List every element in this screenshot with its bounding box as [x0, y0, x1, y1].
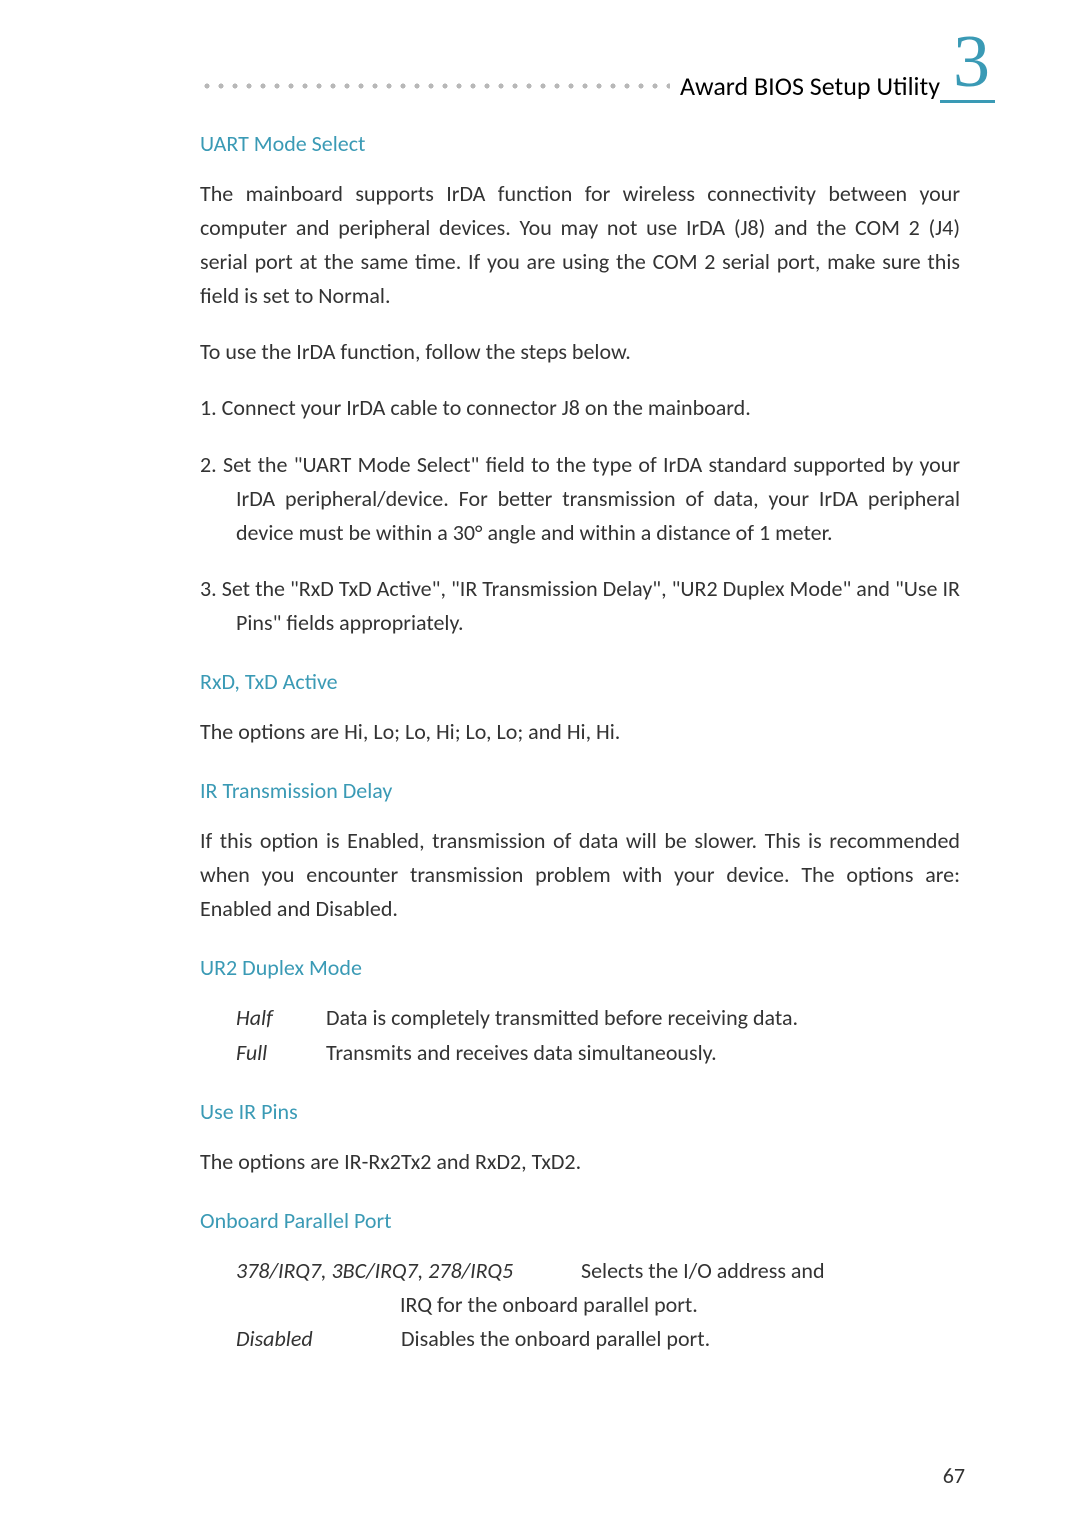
page-number: 67 [943, 1462, 965, 1489]
header-row: Award BIOS Setup Utility [200, 70, 960, 102]
chapter-underline [940, 100, 995, 103]
kv-val: Selects the I/O address and [581, 1254, 960, 1288]
kv-row: Disabled Disables the onboard parallel p… [200, 1322, 960, 1356]
heading-ir-delay: IR Transmission Delay [200, 777, 960, 804]
kv-row: Half Data is completely transmitted befo… [200, 1001, 960, 1035]
list-item: 1. Connect your IrDA cable to connector … [200, 391, 960, 425]
header-title: Award BIOS Setup Utility [680, 70, 940, 102]
header-dots [200, 82, 670, 90]
kv-key: 378/IRQ7, 3BC/IRQ7, 278/IRQ5 [236, 1254, 581, 1288]
kv-key: Full [236, 1036, 326, 1070]
para: The mainboard supports IrDA function for… [200, 177, 960, 313]
para: To use the IrDA function, follow the ste… [200, 335, 960, 369]
kv-block: 378/IRQ7, 3BC/IRQ7, 278/IRQ5 Selects the… [200, 1254, 960, 1356]
kv-val: Transmits and receives data simultaneous… [326, 1036, 960, 1070]
para: The options are IR-Rx2Tx2 and RxD2, TxD2… [200, 1145, 960, 1179]
kv-row: Full Transmits and receives data simulta… [200, 1036, 960, 1070]
heading-parallel: Onboard Parallel Port [200, 1207, 960, 1234]
chapter-number: 3 [953, 20, 990, 105]
kv-val: Disables the onboard parallel port. [401, 1322, 960, 1356]
heading-ir-pins: Use IR Pins [200, 1098, 960, 1125]
kv-block: Half Data is completely transmitted befo… [200, 1001, 960, 1069]
kv-key: Half [236, 1001, 326, 1035]
page-content: Award BIOS Setup Utility 3 UART Mode Sel… [0, 0, 1080, 1438]
list-item: 2. Set the "UART Mode Select" field to t… [200, 448, 960, 550]
heading-rxd-txd: RxD, TxD Active [200, 668, 960, 695]
indent-line: IRQ for the onboard parallel port. [200, 1288, 960, 1322]
kv-row: 378/IRQ7, 3BC/IRQ7, 278/IRQ5 Selects the… [200, 1254, 960, 1288]
heading-uart: UART Mode Select [200, 130, 960, 157]
list-item: 3. Set the "RxD TxD Active", "IR Transmi… [200, 572, 960, 640]
para: If this option is Enabled, transmission … [200, 824, 960, 926]
heading-ur2: UR2 Duplex Mode [200, 954, 960, 981]
para: The options are Hi, Lo; Lo, Hi; Lo, Lo; … [200, 715, 960, 749]
kv-key: Disabled [236, 1322, 401, 1356]
kv-val: Data is completely transmitted before re… [326, 1001, 960, 1035]
